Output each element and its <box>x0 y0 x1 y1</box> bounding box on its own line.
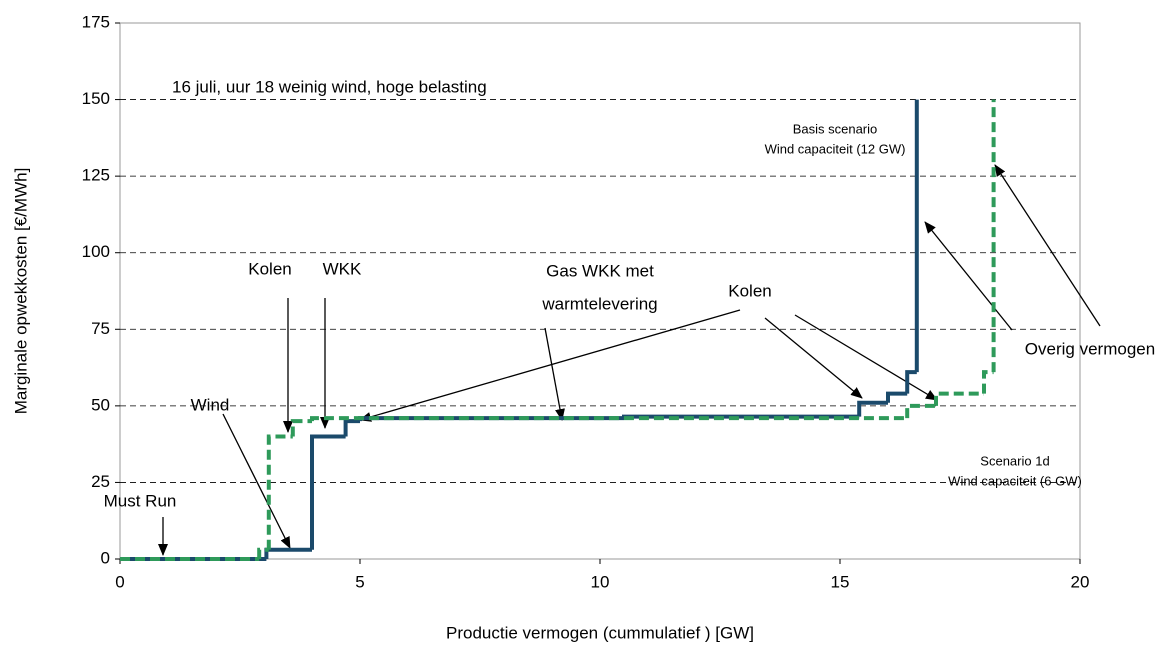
y-tick-label: 75 <box>91 319 110 338</box>
annotation: Wind <box>191 395 230 414</box>
y-axis-label: Marginale opwekkosten [€/MWh] <box>11 168 30 415</box>
annotation: WKK <box>323 259 362 278</box>
x-tick-label: 5 <box>355 572 364 591</box>
annotation: Wind capaciteit (12 GW) <box>765 141 906 156</box>
step-segment <box>905 370 917 394</box>
step-segment <box>905 403 936 419</box>
arrows <box>158 164 1101 556</box>
y-tick-label: 125 <box>82 166 110 185</box>
annotation: Scenario 1d <box>980 453 1049 468</box>
annotation: Gas WKK met <box>546 261 654 280</box>
step-segment <box>264 547 312 559</box>
y-tick-label: 175 <box>82 12 110 31</box>
x-tick-label: 10 <box>591 572 610 591</box>
annotation: 16 juli, uur 18 weinig wind, hoge belast… <box>172 77 487 96</box>
annotation: Basis scenario <box>793 121 878 136</box>
y-tick-label: 150 <box>82 89 110 108</box>
y-tick-label: 50 <box>91 395 110 414</box>
x-tick-label: 20 <box>1071 572 1090 591</box>
step-segment <box>857 400 888 417</box>
y-tick-label: 0 <box>101 548 110 567</box>
x-tick-label: 0 <box>115 572 124 591</box>
x-tick-label: 15 <box>831 572 850 591</box>
step-segment <box>886 391 908 403</box>
step-segment <box>310 416 908 422</box>
x-axis-label: Productie vermogen (cummulatief ) [GW] <box>446 623 754 642</box>
annotation: Wind capaciteit (6 GW) <box>948 473 1082 488</box>
annotation: Kolen <box>248 259 291 278</box>
step-segment <box>257 547 269 559</box>
plot-frame <box>119 22 1081 560</box>
annotation: warmtelevering <box>541 294 657 313</box>
step-segment <box>310 434 346 550</box>
annotation: Kolen <box>728 281 771 300</box>
annotation: Overig vermogen <box>1025 339 1155 358</box>
y-tick-label: 100 <box>82 242 110 261</box>
step-segment <box>290 419 312 437</box>
step-segment <box>934 391 984 406</box>
step-segment <box>343 419 360 437</box>
annotation: Must Run <box>104 491 177 510</box>
step-segment <box>982 370 994 394</box>
step-segment <box>266 434 293 550</box>
y-tick-label: 25 <box>91 472 110 491</box>
